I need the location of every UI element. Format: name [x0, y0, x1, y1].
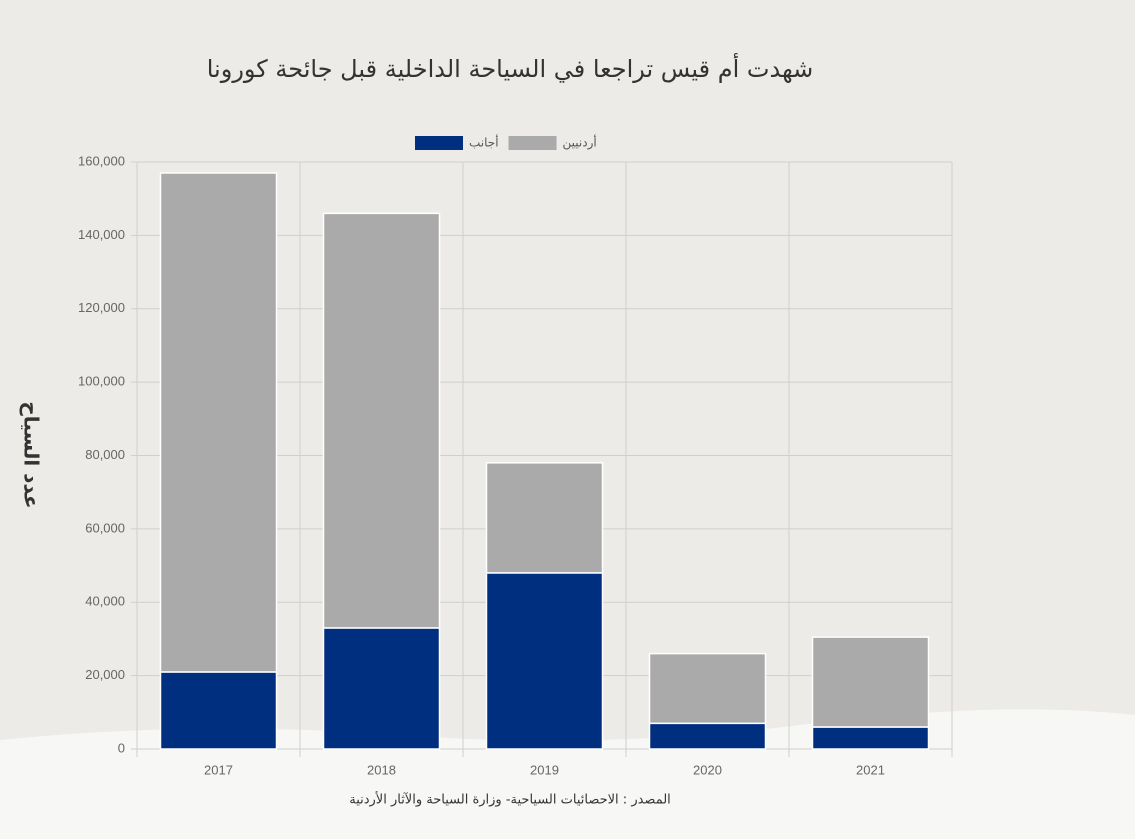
y-tick-label: 120,000 [78, 300, 125, 315]
x-tick-label: 2019 [530, 762, 559, 777]
y-tick-label: 60,000 [85, 520, 125, 535]
x-tick-label: 2018 [367, 762, 396, 777]
y-tick-label: 40,000 [85, 594, 125, 609]
legend-swatch [508, 136, 557, 150]
y-tick-label: 160,000 [78, 153, 125, 168]
x-tick-label: 2021 [856, 762, 885, 777]
bar-segment [811, 726, 930, 750]
legend-swatch [415, 136, 463, 150]
y-tick-label: 80,000 [85, 447, 125, 462]
source: المصدر : الاحصائيات السياحية- وزارة السي… [349, 791, 671, 808]
legend-label: أردنيين [563, 135, 597, 151]
x-tick-label: 2020 [693, 762, 722, 777]
bar-segment [159, 172, 278, 673]
bar-segment [648, 652, 767, 725]
y-axis-label: عدد السياح [20, 401, 44, 508]
bar-segment [159, 671, 278, 750]
bar-segment [485, 462, 604, 574]
bar-segment [811, 636, 930, 728]
bar-segment [485, 572, 604, 750]
legend-label: أجانب [469, 135, 499, 150]
y-tick-label: 20,000 [85, 667, 125, 682]
y-tick-label: 140,000 [78, 227, 125, 242]
chart-title: شهدت أم قيس تراجعا في السياحة الداخلية ق… [207, 53, 814, 83]
y-tick-label: 100,000 [78, 374, 125, 389]
y-tick-label: 0 [118, 740, 125, 755]
bar-segment [322, 627, 441, 750]
bar-segment [648, 722, 767, 750]
x-tick-label: 2017 [204, 762, 233, 777]
bar-segment [322, 212, 441, 629]
